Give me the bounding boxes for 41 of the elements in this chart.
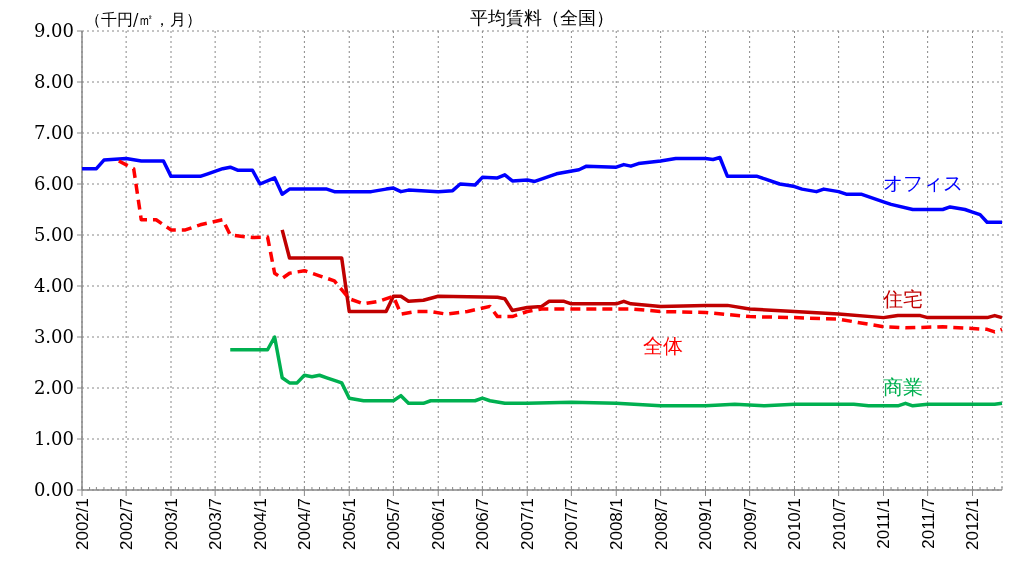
y-tick-label: 9.00 (33, 20, 74, 41)
x-tick-label: 2008/7 (651, 498, 671, 550)
y-tick-label: 7.00 (33, 122, 74, 143)
line-series (117, 159, 1004, 334)
y-axis-title: （千円/㎡，月） (85, 10, 203, 29)
series-label: オフィス (883, 170, 964, 195)
line-series (80, 155, 1004, 224)
x-tick-label: 2009/7 (740, 498, 760, 550)
y-tick-label: 8.00 (33, 71, 74, 92)
series-label: 住宅 (882, 286, 924, 311)
x-tick-label: 2003/7 (206, 498, 226, 550)
x-tick-label: 2011/1 (874, 498, 894, 549)
y-tick-label: 0.00 (33, 479, 74, 500)
x-tick-label: 2007/1 (518, 498, 538, 550)
x-tick-label: 2005/1 (340, 498, 360, 550)
x-tick-label: 2011/7 (918, 498, 938, 549)
x-tick-label: 2002/7 (117, 498, 137, 550)
x-tick-label: 2010/7 (829, 498, 849, 550)
y-tick-label: 5.00 (33, 224, 74, 245)
series-label: 全体 (643, 333, 684, 358)
x-tick-label: 2006/1 (429, 498, 449, 550)
y-tick-label: 1.00 (33, 428, 74, 449)
x-tick-label: 2009/1 (696, 498, 716, 550)
line-series (280, 228, 1004, 320)
x-tick-label: 2006/7 (473, 498, 493, 550)
x-tick-label: 2008/1 (607, 498, 627, 550)
x-tick-label: 2003/1 (162, 498, 181, 550)
y-tick-label: 3.00 (33, 326, 74, 347)
series-label: 商業 (883, 374, 924, 399)
x-tick-label: 2005/7 (384, 498, 404, 550)
x-tick-label: 2004/1 (251, 498, 270, 550)
x-tick-label: 2012/1 (963, 498, 983, 550)
x-tick-label: 2004/7 (295, 498, 315, 550)
x-tick-label: 2010/1 (785, 498, 805, 550)
chart-title: 平均賃料（全国） (470, 7, 614, 28)
y-tick-label: 2.00 (33, 377, 74, 398)
x-tick-label: 2002/1 (73, 498, 92, 550)
y-tick-label: 6.00 (33, 173, 74, 194)
line-series (228, 335, 1004, 408)
y-tick-label: 4.00 (33, 275, 74, 296)
x-tick-label: 2007/7 (562, 498, 582, 550)
